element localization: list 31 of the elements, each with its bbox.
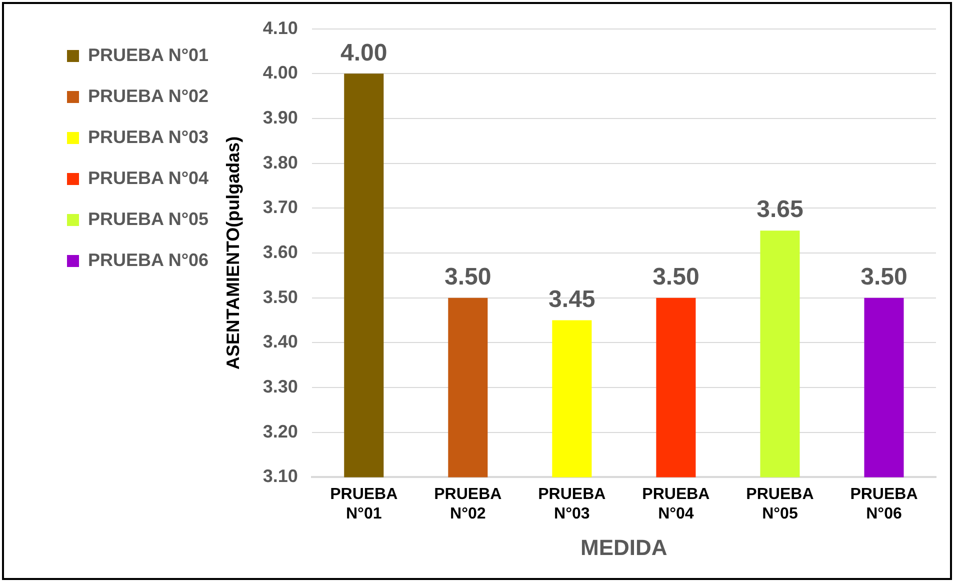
legend-label: PRUEBA N°06 — [88, 250, 209, 270]
y-tick-label: 3.80 — [262, 152, 298, 172]
data-label: 3.50 — [444, 263, 492, 290]
x-tick-label: PRUEBA N°04 — [642, 486, 710, 522]
y-tick-label: 3.20 — [262, 421, 298, 442]
data-label: 3.65 — [756, 196, 804, 224]
legend-label: PRUEBA N°04 — [88, 168, 209, 188]
y-tick-label: 4.10 — [262, 18, 298, 38]
x-axis-title: MEDIDA — [580, 534, 668, 560]
y-tick-label: 4.00 — [262, 62, 298, 83]
x-tick-label: PRUEBA N°05 — [746, 486, 814, 522]
data-label: 3.50 — [652, 263, 700, 290]
x-tick-label: PRUEBA N°03 — [538, 486, 606, 522]
legend-label: PRUEBA N°05 — [88, 208, 209, 229]
x-tick-label: PRUEBA N°02 — [434, 486, 502, 522]
y-tick-label: 3.50 — [262, 286, 298, 307]
y-tick-label: 3.30 — [262, 376, 298, 396]
y-tick-label: 3.90 — [262, 107, 298, 128]
data-label: 3.45 — [548, 286, 596, 313]
y-tick-label: 3.70 — [262, 197, 298, 218]
legend-label: PRUEBA N°03 — [88, 126, 209, 147]
data-label: 4.00 — [340, 39, 388, 66]
y-tick-label: 3.40 — [262, 332, 298, 352]
x-tick-label: PRUEBA N°01 — [330, 486, 398, 522]
y-tick-label: 3.10 — [262, 466, 298, 486]
y-axis-title: ASENTAMIENTO(pulgadas) — [222, 136, 243, 370]
legend-label: PRUEBA N°01 — [88, 44, 209, 65]
legend-label: PRUEBA N°02 — [88, 86, 209, 106]
y-tick-label: 3.60 — [262, 242, 298, 262]
x-tick-label: PRUEBA N°06 — [850, 486, 918, 522]
data-label: 3.50 — [860, 263, 908, 290]
